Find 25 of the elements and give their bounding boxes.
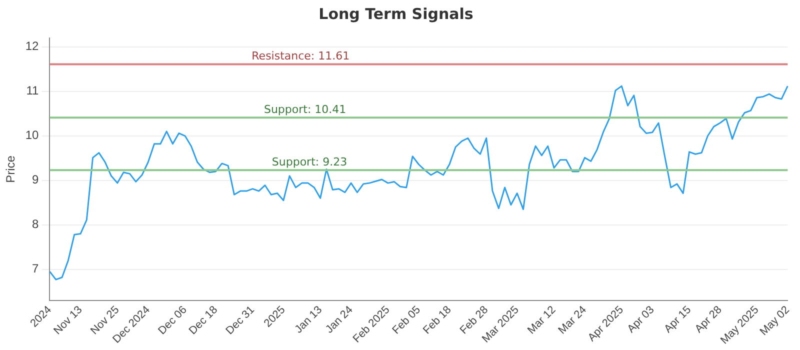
y-tick-label: 9: [32, 172, 40, 187]
y-tick-label: 12: [25, 39, 40, 54]
y-axis-title: Price: [4, 155, 18, 183]
ref-line-label: Support: 10.41: [264, 103, 346, 116]
x-tick-label: Feb 18: [421, 304, 454, 337]
x-tick-label: May 02: [758, 304, 792, 338]
x-tick-label: Apr 15: [662, 304, 694, 336]
x-tick-label: Dec 31: [224, 304, 257, 338]
y-tick-label: 8: [32, 217, 40, 232]
x-tick-label: Mar 24: [556, 304, 590, 337]
chart-title: Long Term Signals: [318, 4, 474, 23]
y-tick-label: 7: [32, 262, 40, 276]
x-tick-label: Apr 03: [625, 304, 657, 336]
x-tick-label: Apr 28: [692, 304, 724, 336]
x-tick-label: Mar 12: [526, 304, 558, 337]
ref-line-label: Resistance: 11.61: [252, 50, 350, 63]
y-tick-label: 10: [25, 128, 40, 142]
y-tick-label: 11: [26, 84, 40, 98]
x-tick-label: Jan 13: [292, 304, 325, 336]
x-tick-label: Feb 05: [390, 304, 423, 337]
ref-line-label: Support: 9.23: [272, 156, 348, 169]
x-tick-label: Dec 18: [186, 304, 220, 338]
x-tick-label: Dec 06: [156, 304, 190, 338]
x-tick-label: Nov 13: [52, 304, 85, 338]
x-tick-label: Jan 24: [323, 304, 356, 336]
